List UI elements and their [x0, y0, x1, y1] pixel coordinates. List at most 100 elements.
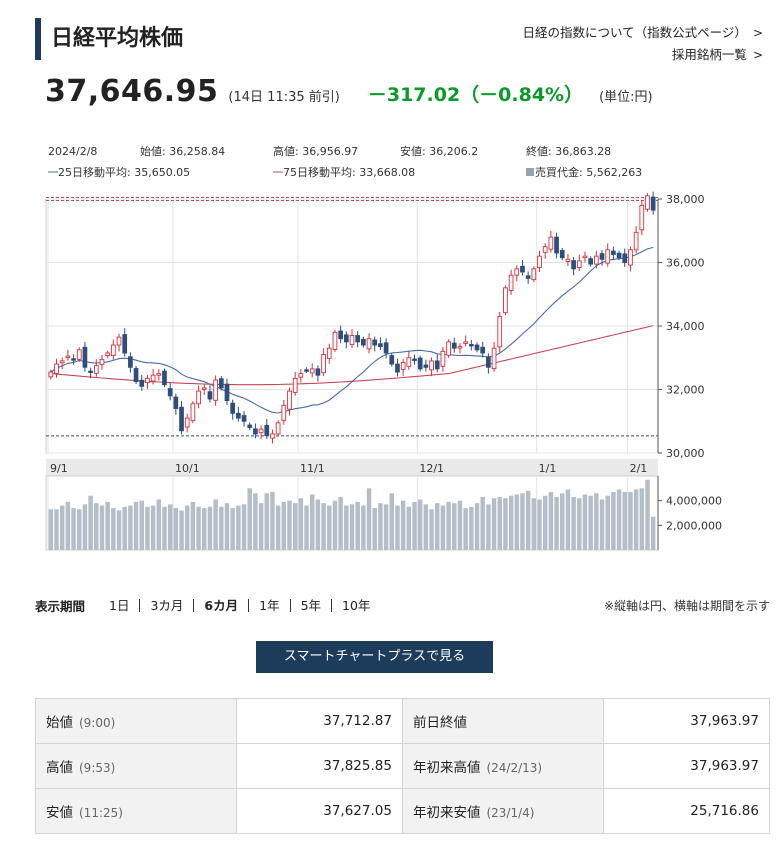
candle-body	[65, 355, 71, 359]
constituents-link[interactable]: 採用銘柄一覧 >	[523, 44, 763, 66]
period-3m[interactable]: 3カ月	[139, 598, 193, 612]
candle-body	[463, 341, 468, 344]
candle-body	[275, 422, 281, 435]
volume-bar	[48, 509, 54, 550]
info-date: 2024/2/8	[48, 145, 97, 158]
candle-body	[457, 346, 463, 349]
volume-bar	[400, 500, 406, 550]
candle-body	[162, 370, 167, 386]
volume-bar	[59, 505, 65, 550]
candle-body	[179, 406, 184, 432]
stat-label-open: 始値 (9:00)	[34, 698, 238, 744]
candle-body	[167, 388, 173, 397]
stat-label-low: 安値 (11:25)	[34, 788, 238, 834]
volume-bar	[71, 508, 76, 550]
candle-body	[650, 196, 656, 211]
period-1y[interactable]: 1年	[248, 598, 289, 612]
stock-chart[interactable]: 2024/2/8 始値: 36,258.84 高値: 36,956.97 安値:…	[0, 130, 777, 560]
volume-bar	[213, 499, 218, 550]
period-note: ※縦軸は円、横軸は期間を示す	[603, 598, 770, 613]
info-ma75: 75日移動平均: 33,668.08	[283, 165, 415, 179]
stat-label-text: 年初来高値	[412, 760, 481, 776]
candle-body	[645, 195, 650, 210]
stat-label-text: 年初来安値	[412, 805, 481, 821]
volume-bar	[560, 493, 565, 550]
stat-label-ytd-high: 年初来高値 (24/2/13)	[401, 743, 605, 789]
volume-bar	[457, 500, 463, 550]
candle-body	[281, 404, 287, 421]
stat-value-open: 37,712.87	[236, 698, 403, 744]
volume-bar	[116, 510, 122, 550]
candle-body	[406, 357, 412, 367]
price-tick-label: 34,000	[666, 320, 705, 333]
volume-bar	[542, 495, 548, 550]
period-5y[interactable]: 5年	[289, 598, 331, 612]
candle-body	[503, 287, 508, 314]
volume-bar	[196, 506, 201, 550]
date-tick-label: 10/1	[175, 462, 200, 475]
candle-body	[366, 338, 372, 350]
volume-bar	[633, 489, 639, 550]
period-10y[interactable]: 10年	[331, 598, 380, 612]
volume-legend-swatch	[526, 168, 534, 176]
info-ma25: 25日移動平均: 35,650.05	[58, 165, 190, 179]
stat-value-ytd-low: 25,716.86	[603, 788, 770, 834]
candle-body	[480, 346, 486, 354]
volume-bar	[275, 505, 281, 550]
stat-label-sub: (24/2/13)	[486, 761, 543, 775]
candle-body	[588, 258, 594, 265]
candle-body	[218, 378, 224, 389]
volume-bar	[298, 498, 304, 550]
volume-bar	[412, 501, 417, 550]
volume-bar	[270, 492, 275, 550]
volume-bar	[582, 494, 588, 550]
info-high: 高値: 36,956.97	[273, 144, 358, 158]
volume-bar	[82, 504, 88, 550]
volume-bar	[497, 496, 502, 550]
index-info-link[interactable]: 日経の指数について（指数公式ページ） >	[523, 22, 763, 44]
candle-body	[423, 364, 429, 368]
stat-label-sub: (9:00)	[79, 716, 116, 730]
candle-body	[412, 358, 417, 361]
candle-body	[270, 433, 275, 439]
stats-row: 始値 (9:00) 37,712.87 前日終値 37,963.97	[34, 698, 770, 744]
volume-bar	[417, 499, 423, 550]
current-price: 37,646.95	[45, 74, 219, 109]
candle-body	[88, 370, 93, 374]
volume-tick-label: 2,000,000	[666, 519, 722, 532]
volume-bar	[429, 509, 434, 550]
candle-body	[497, 316, 503, 348]
candle-body	[628, 249, 633, 266]
volume-bar	[327, 505, 332, 550]
volume-bar	[650, 516, 656, 550]
date-tick-label: 12/1	[419, 462, 444, 475]
volume-bar	[332, 500, 338, 550]
candle-body	[48, 371, 54, 378]
volume-bar	[383, 504, 389, 550]
volume-bar	[565, 489, 571, 550]
volume-bar	[372, 508, 377, 550]
date-tick-label: 9/1	[50, 462, 68, 475]
stat-label-sub: (9:53)	[79, 761, 116, 775]
volume-bar	[162, 506, 167, 550]
constituents-link-label: 採用銘柄一覧	[671, 47, 747, 62]
stat-label-text: 始値	[46, 715, 73, 731]
volume-bar	[236, 505, 241, 550]
period-label: 表示期間	[35, 598, 86, 614]
candle-body	[355, 335, 361, 343]
candle-body	[434, 360, 440, 370]
volume-bar	[645, 479, 650, 550]
period-1d[interactable]: 1日	[109, 597, 130, 613]
candle-body	[361, 338, 366, 346]
volume-bar	[156, 499, 162, 550]
candle-body	[486, 356, 491, 368]
period-6m[interactable]: 6カ月	[193, 598, 248, 612]
smart-chart-button[interactable]: スマートチャートプラスで見る	[256, 641, 493, 673]
candle-body	[440, 350, 446, 367]
date-axis-band	[46, 459, 658, 476]
candle-body	[338, 330, 343, 340]
volume-bar	[639, 488, 645, 550]
ma25-line	[50, 246, 654, 414]
volume-bar	[628, 492, 633, 550]
volume-bar	[599, 499, 605, 550]
